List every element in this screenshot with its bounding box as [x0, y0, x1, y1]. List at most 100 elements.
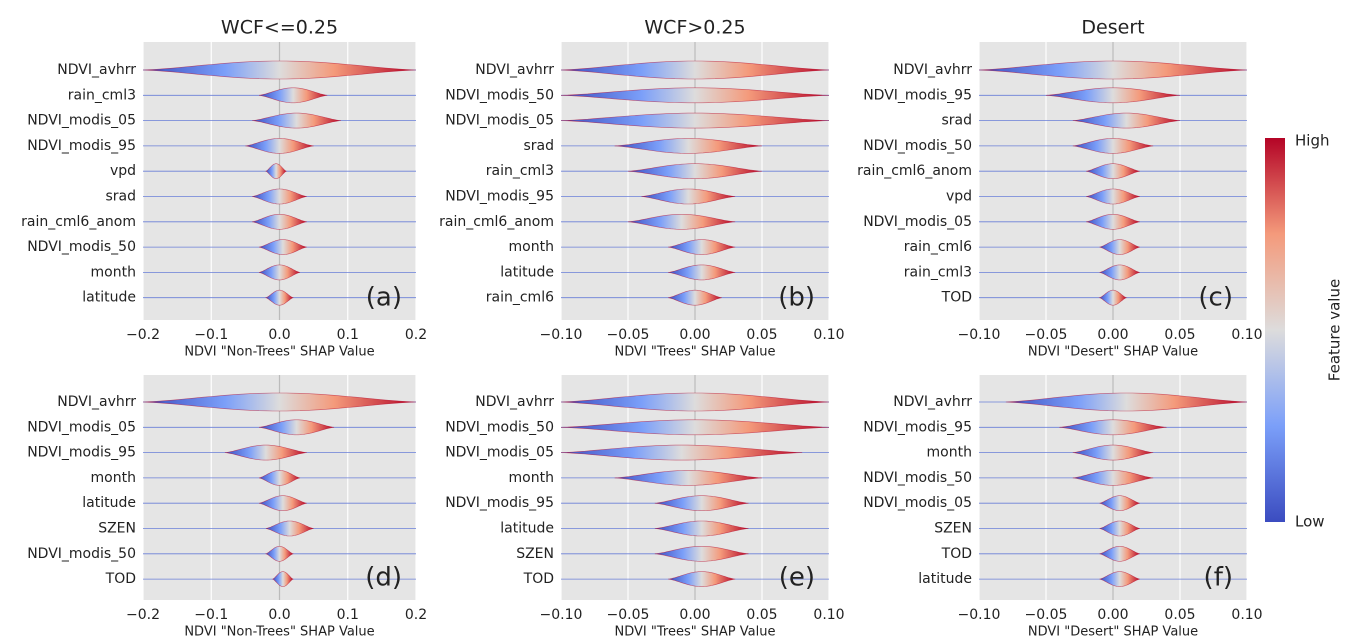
feature-label: latitude [82, 290, 136, 306]
violin [265, 520, 314, 537]
violin [614, 470, 763, 486]
feature-label: month [91, 264, 136, 280]
violin [668, 289, 722, 306]
violin [1005, 392, 1248, 412]
violin [668, 239, 736, 255]
panel-title: WCF>0.25 [644, 17, 745, 39]
x-tick-label: 0.10 [1231, 327, 1262, 343]
violin [1072, 470, 1154, 486]
feature-label: srad [523, 138, 554, 154]
x-tick-label: −0.05 [607, 327, 650, 343]
x-axis-label: NDVI "Trees" SHAP Value [615, 625, 776, 640]
x-tick-label: 0.05 [1164, 327, 1195, 343]
feature-label: NDVI_modis_50 [863, 138, 972, 154]
feature-label: NDVI_avhrr [475, 394, 554, 410]
x-tick-label: −0.10 [540, 327, 583, 343]
feature-label: month [91, 470, 136, 486]
x-tick-label: 0.00 [1097, 607, 1128, 623]
feature-label: NDVI_modis_05 [27, 419, 136, 435]
violin [1099, 546, 1140, 562]
feature-label: NDVI_avhrr [57, 62, 136, 78]
feature-label: latitude [82, 495, 136, 511]
violin [560, 60, 830, 80]
violin [258, 470, 301, 486]
x-tick-label: −0.05 [607, 607, 650, 623]
feature-label: NDVI_modis_95 [863, 87, 972, 103]
panel-label: (f) [1204, 563, 1233, 593]
violin [142, 60, 417, 80]
violin [627, 163, 763, 179]
violin [668, 571, 736, 587]
panel-label: (e) [779, 563, 815, 593]
violin [258, 264, 301, 281]
x-axis-label: NDVI "Trees" SHAP Value [615, 345, 776, 360]
violin [1072, 112, 1181, 129]
x-tick-label: 0.0 [268, 327, 290, 343]
violin [264, 546, 295, 562]
colorbar-high: High [1295, 132, 1329, 150]
x-tick-label: 0.0 [268, 607, 290, 623]
violin [1086, 214, 1140, 230]
feature-label: NDVI_avhrr [893, 394, 972, 410]
violin [654, 546, 749, 562]
feature-label: srad [105, 189, 136, 205]
x-tick-label: 0.1 [337, 327, 359, 343]
panel-label: (b) [778, 283, 815, 313]
feature-label: NDVI_modis_05 [863, 495, 972, 511]
violin [560, 392, 830, 412]
violin [224, 444, 307, 461]
colorbar-label: Feature value [1326, 279, 1344, 381]
feature-label: rain_cml6 [904, 239, 972, 255]
violin [1099, 239, 1140, 255]
x-tick-label: 0.1 [337, 607, 359, 623]
x-tick-label: −0.1 [194, 327, 228, 343]
x-tick-label: 0.10 [813, 607, 844, 623]
feature-label: TOD [105, 571, 136, 587]
violin [252, 188, 307, 205]
x-tick-label: −0.10 [958, 607, 1001, 623]
feature-label: TOD [941, 546, 972, 562]
x-tick-label: 0.05 [746, 607, 777, 623]
feature-label: srad [941, 113, 972, 129]
feature-label: rain_cml3 [486, 163, 554, 179]
violin [142, 392, 417, 412]
feature-label: NDVI_modis_50 [27, 546, 136, 562]
feature-label: NDVI_modis_05 [863, 214, 972, 230]
x-tick-label: 0.00 [679, 327, 710, 343]
feature-label: rain_cml3 [68, 87, 136, 103]
x-axis-label: NDVI "Desert" SHAP Value [1028, 345, 1198, 360]
feature-label: rain_cml6_anom [439, 214, 554, 230]
x-tick-label: 0.2 [405, 327, 427, 343]
violin [560, 419, 830, 436]
x-tick-label: 0.05 [1164, 607, 1195, 623]
feature-label: NDVI_modis_50 [445, 87, 554, 103]
violin [1098, 289, 1128, 306]
feature-label: month [509, 239, 554, 255]
violin [258, 87, 328, 104]
feature-label: rain_cml6_anom [21, 214, 136, 230]
violin [614, 138, 763, 154]
violin [1086, 163, 1140, 179]
feature-label: NDVI_modis_05 [445, 445, 554, 461]
feature-label: NDVI_avhrr [57, 394, 136, 410]
feature-label: NDVI_modis_95 [27, 138, 136, 154]
violin [258, 495, 307, 511]
violin [258, 239, 307, 255]
x-tick-label: 0.00 [679, 607, 710, 623]
feature-label: rain_cml6 [486, 290, 554, 306]
feature-label: NDVI_modis_95 [445, 189, 554, 205]
colorbar [1265, 138, 1285, 522]
feature-label: rain_cml3 [904, 264, 972, 280]
feature-label: TOD [523, 571, 554, 587]
feature-label: TOD [941, 290, 972, 306]
feature-label: SZEN [516, 546, 554, 562]
violin [1072, 444, 1154, 461]
x-tick-label: −0.2 [126, 607, 160, 623]
panel-title: WCF<=0.25 [221, 17, 338, 39]
feature-label: NDVI_modis_50 [445, 419, 554, 435]
x-tick-label: −0.05 [1025, 607, 1068, 623]
violin [258, 419, 335, 436]
feature-label: NDVI_modis_95 [27, 445, 136, 461]
violin [1086, 188, 1140, 205]
